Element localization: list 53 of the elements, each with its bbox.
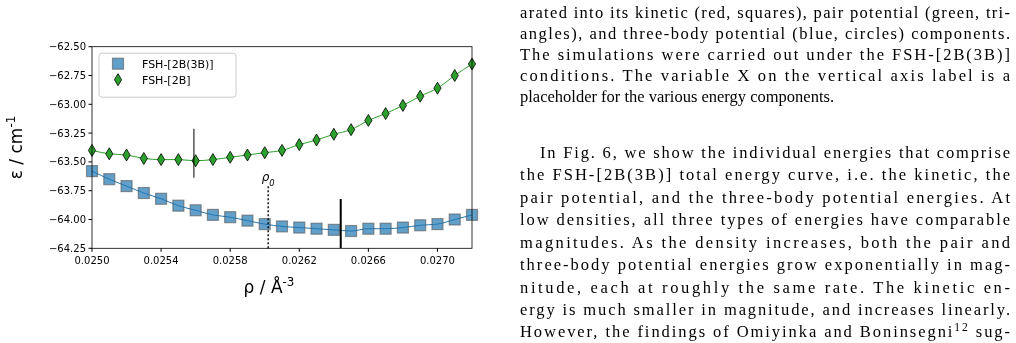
point (379, 222, 392, 235)
point (172, 199, 185, 212)
text: However, the findings of Omiyinka and Boninsegni$^{12}$ sug- (520, 320, 1010, 341)
point (344, 224, 358, 238)
text: arated into its kinetic (red, squares), pair potential (green, tri- (520, 2, 1010, 22)
y-tick-label: −62.50 (48, 41, 86, 53)
point (224, 211, 237, 224)
x-tick-label: 0.0262 (281, 255, 317, 267)
point (293, 221, 306, 234)
x-tick-label: 0.0250 (74, 255, 110, 267)
text: The simulations were carried out under the FSH-[2B(3B)] (520, 44, 1010, 64)
y-tick-label: −63.75 (48, 185, 86, 197)
text: magnitudes. As the density increases, both the pair and (520, 232, 1011, 252)
ref-line-label: ρ$_{0}$ (261, 169, 275, 188)
point (275, 220, 289, 233)
x-tick-label: 0.0254 (143, 255, 179, 267)
text: nitude, each at roughly the same rate. The kinetic en- (520, 277, 1010, 297)
point (396, 221, 410, 234)
point (103, 173, 116, 186)
point (120, 179, 133, 193)
y-tick-label: −64.00 (48, 214, 86, 225)
x-axis-title: ρ / Å$^{-3}$ (243, 275, 295, 298)
text: conditions. The variable X on the vertical axis label is a (520, 65, 1011, 85)
legend-label: FSH-[2B] (142, 73, 191, 87)
text: ergy is much smaller in magnitude, and increases linearly. (520, 300, 1010, 320)
point (362, 222, 375, 235)
x-tick-label: 0.0266 (350, 255, 386, 267)
text: pair potential, and the three-body potential energies. At (520, 187, 1011, 207)
legend-label: FSH-[2B(3B)] (142, 57, 214, 71)
point (310, 222, 323, 235)
point (206, 208, 220, 221)
y-tick-label: −63.50 (48, 156, 86, 168)
text: the FSH-[2B(3B)] total energy curve, i.e. the kinetic, the (520, 165, 1010, 185)
y-tick-label: −63.25 (48, 127, 86, 139)
x-tick-label: 0.0258 (212, 255, 248, 267)
point (414, 219, 427, 232)
text: angles), and three-body potential (blue, circles) components. (520, 23, 1010, 43)
text: low densities, all three types of energies have comparable (520, 210, 1010, 230)
point (327, 223, 340, 236)
x-tick-label: 0.0270 (419, 255, 455, 267)
point (137, 186, 150, 200)
point (154, 192, 168, 205)
text: placeholder for the various energy components. (520, 86, 835, 106)
y-tick-label: −62.75 (48, 70, 86, 81)
y-tick-label: −63.00 (48, 98, 86, 110)
text: In Fig. 6, we show the individual energies that comprise (540, 142, 1010, 162)
point (189, 204, 202, 217)
text: three-body potential energies grow exponentially in mag- (520, 255, 1010, 275)
point (448, 213, 461, 226)
point (241, 214, 254, 227)
point (258, 218, 271, 231)
point (431, 218, 444, 231)
y-tick-label: −64.25 (48, 242, 86, 254)
